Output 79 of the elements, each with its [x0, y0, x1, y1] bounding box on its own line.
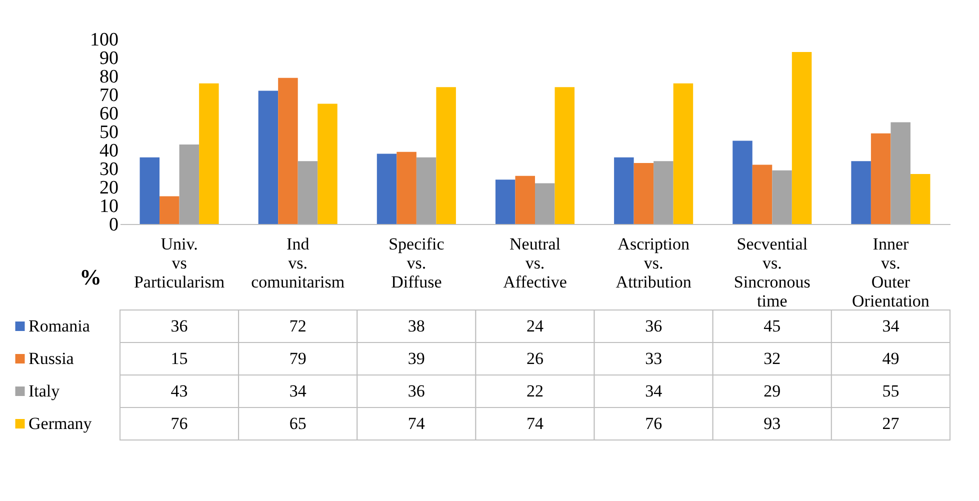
bar	[654, 161, 674, 224]
x-tick-label: Secvential vs. Sincronous time	[734, 234, 810, 310]
x-tick-label: Specific vs. Diffuse	[388, 234, 445, 292]
bar	[140, 157, 160, 224]
bar	[752, 164, 772, 224]
data-label: 79	[289, 348, 306, 368]
bar	[910, 174, 930, 224]
y-tick-label: 30	[100, 159, 118, 180]
bar	[535, 183, 555, 224]
bar	[318, 104, 338, 224]
data-label: 27	[882, 414, 900, 433]
x-tick-label: Neutral vs. Affective	[503, 234, 567, 292]
data-label: 55	[882, 381, 900, 400]
data-label: 74	[408, 414, 426, 433]
bar	[772, 170, 792, 224]
data-label: 36	[170, 316, 188, 336]
data-label: 39	[408, 348, 425, 368]
bar	[258, 90, 278, 224]
bar	[515, 176, 535, 224]
bar	[673, 83, 694, 224]
x-tick-label: Univ. vs Particularism	[134, 234, 225, 292]
y-axis-title: %	[80, 264, 102, 290]
x-tick-label: Inner vs. Outer Orientation	[852, 234, 930, 310]
y-tick-label: 90	[100, 48, 118, 69]
x-tick-label: Ascription vs. Attribution	[616, 234, 692, 292]
bar	[495, 180, 516, 224]
data-label: 76	[645, 414, 662, 433]
x-tick-label: Ind vs. comunitarism	[251, 234, 345, 292]
y-tick-label: 80	[100, 66, 118, 88]
data-label: 22	[526, 381, 544, 400]
bar	[870, 133, 891, 224]
bar	[436, 87, 456, 224]
legend-label: Romania	[28, 316, 90, 336]
data-label: 32	[764, 348, 781, 368]
bar	[160, 196, 180, 224]
bar	[851, 161, 871, 224]
data-label: 26	[526, 348, 544, 368]
data-label: 74	[526, 414, 544, 433]
y-tick-label: 70	[100, 85, 118, 106]
data-label: 43	[170, 381, 188, 400]
bar	[199, 83, 219, 224]
y-tick-label: 100	[90, 30, 118, 50]
bar	[732, 140, 752, 224]
bar	[396, 152, 416, 224]
bar	[792, 52, 812, 224]
bar	[179, 144, 200, 224]
legend-label: Russia	[28, 348, 74, 368]
data-label: 72	[289, 316, 306, 336]
y-tick-label: 60	[100, 104, 118, 124]
legend-label: Italy	[28, 381, 60, 400]
legend-label: Germany	[28, 414, 92, 433]
bar	[376, 154, 397, 224]
data-label: 29	[764, 381, 781, 400]
data-label: 76	[170, 414, 188, 433]
bar	[554, 87, 575, 224]
y-tick-label: 10	[100, 196, 118, 217]
data-label: 45	[764, 316, 781, 336]
bar	[298, 161, 318, 224]
y-tick-label: 50	[100, 122, 118, 143]
data-label: 34	[645, 381, 663, 400]
bar	[614, 157, 634, 224]
y-tick-label: 40	[100, 140, 118, 162]
bar	[634, 162, 654, 224]
bar	[278, 78, 298, 224]
y-tick-label: 0	[109, 214, 118, 236]
y-tick-label: 20	[100, 178, 118, 198]
data-label: 24	[526, 316, 544, 336]
data-label: 38	[408, 316, 425, 336]
data-label: 34	[882, 316, 900, 336]
data-label: 34	[289, 381, 307, 400]
bar	[890, 122, 910, 224]
bar	[416, 157, 436, 224]
data-label: 33	[645, 348, 662, 368]
data-label: 36	[645, 316, 662, 336]
data-label: 36	[408, 381, 425, 400]
data-label: 65	[289, 414, 306, 433]
data-label: 15	[170, 348, 188, 368]
data-label: 93	[764, 414, 781, 433]
data-label: 49	[882, 348, 900, 368]
